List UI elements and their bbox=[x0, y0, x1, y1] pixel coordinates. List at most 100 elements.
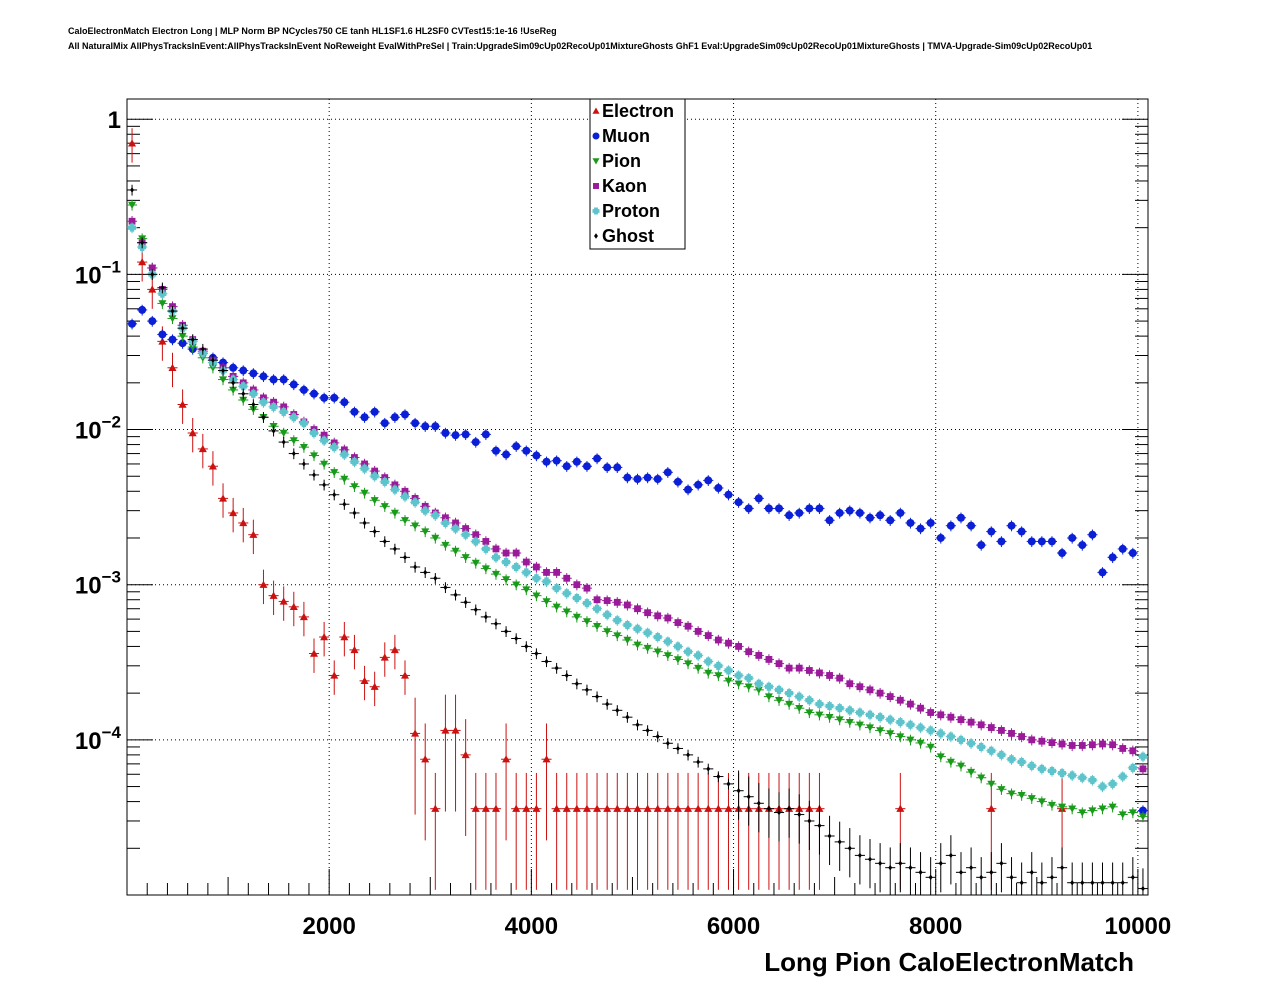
proton-point bbox=[743, 672, 754, 684]
proton-marker bbox=[906, 720, 915, 729]
muon-marker bbox=[663, 468, 672, 477]
pion-marker bbox=[1108, 803, 1117, 811]
pion-marker bbox=[431, 534, 440, 542]
pion-point bbox=[399, 515, 411, 526]
kaon-marker bbox=[816, 669, 823, 677]
electron-marker bbox=[623, 804, 632, 812]
ghost-marker bbox=[898, 860, 903, 867]
kaon-marker bbox=[755, 652, 763, 659]
pion-marker bbox=[340, 475, 349, 483]
muon-point bbox=[147, 315, 158, 327]
pion-marker bbox=[1017, 791, 1026, 800]
muon-marker bbox=[562, 462, 571, 471]
electron-marker bbox=[198, 444, 207, 453]
proton-marker bbox=[299, 419, 308, 428]
ghost-marker bbox=[746, 793, 751, 800]
pion-point bbox=[298, 441, 309, 453]
ghost-marker bbox=[928, 874, 933, 881]
ghost-point bbox=[541, 656, 552, 668]
ghost-point bbox=[844, 828, 855, 878]
proton-marker bbox=[158, 289, 167, 298]
legend-marker-ghost bbox=[594, 233, 598, 239]
ghost-point bbox=[804, 800, 815, 850]
muon-point bbox=[501, 449, 512, 461]
pion-marker bbox=[532, 592, 541, 600]
kaon-marker bbox=[502, 549, 510, 557]
kaon-point bbox=[1077, 740, 1088, 752]
electron-point bbox=[410, 697, 421, 815]
pion-marker bbox=[845, 718, 854, 727]
electron-point bbox=[703, 772, 714, 890]
proton-marker bbox=[259, 398, 268, 407]
pion-point bbox=[1006, 788, 1017, 800]
ghost-point bbox=[379, 536, 390, 548]
ghost-point bbox=[217, 365, 229, 377]
ghost-point bbox=[814, 805, 825, 855]
pion-marker bbox=[613, 632, 622, 640]
electron-point bbox=[288, 591, 299, 627]
kaon-marker bbox=[148, 264, 156, 272]
electron-point bbox=[379, 642, 390, 677]
ghost-marker bbox=[453, 592, 458, 598]
pion-point bbox=[561, 606, 572, 618]
pion-marker bbox=[421, 528, 430, 536]
ghost-point bbox=[895, 843, 906, 893]
ghost-point bbox=[723, 778, 734, 790]
ghost-marker bbox=[130, 187, 135, 193]
electron-marker bbox=[188, 428, 197, 437]
proton-point bbox=[662, 636, 673, 648]
kaon-marker bbox=[664, 614, 672, 622]
proton-marker bbox=[582, 599, 591, 608]
muon-point bbox=[521, 445, 532, 457]
muon-marker bbox=[330, 393, 339, 402]
ghost-point bbox=[743, 776, 754, 826]
proton-marker bbox=[643, 628, 652, 637]
ghost-marker bbox=[534, 650, 539, 657]
pion-point bbox=[986, 778, 997, 790]
muon-point bbox=[379, 417, 390, 429]
kaon-point bbox=[1046, 737, 1058, 749]
pion-marker bbox=[128, 201, 137, 209]
proton-marker bbox=[815, 700, 824, 709]
ghost-marker bbox=[524, 643, 529, 650]
muon-point bbox=[369, 406, 380, 418]
ghost-marker bbox=[433, 575, 438, 582]
ghost-point bbox=[329, 489, 340, 501]
muon-point bbox=[1026, 536, 1037, 548]
muon-marker bbox=[724, 490, 733, 499]
pion-point bbox=[1026, 793, 1037, 804]
kaon-marker bbox=[917, 704, 924, 712]
ghost-marker bbox=[494, 620, 498, 627]
kaon-point bbox=[662, 612, 673, 624]
kaon-point bbox=[875, 687, 886, 699]
pion-marker bbox=[744, 683, 753, 691]
pion-marker bbox=[916, 739, 925, 747]
electron-point bbox=[207, 451, 218, 486]
ghost-marker bbox=[1050, 874, 1054, 881]
kaon-marker bbox=[128, 217, 136, 225]
proton-point bbox=[238, 381, 249, 392]
electron-point bbox=[460, 719, 471, 837]
ghost-marker bbox=[564, 672, 569, 679]
pion-marker bbox=[1088, 807, 1097, 815]
ghost-marker bbox=[352, 510, 357, 516]
electron-point bbox=[197, 433, 208, 469]
kaon-marker bbox=[442, 514, 449, 522]
proton-marker bbox=[775, 685, 784, 694]
legend-entry-proton: Proton bbox=[592, 201, 660, 221]
proton-point bbox=[369, 471, 380, 482]
electron-marker bbox=[633, 804, 642, 812]
pion-marker bbox=[471, 559, 480, 567]
kaon-point bbox=[1137, 763, 1148, 775]
ghost-point bbox=[672, 743, 683, 755]
electron-point bbox=[561, 772, 572, 890]
muon-marker bbox=[249, 369, 258, 378]
ghost-marker bbox=[857, 852, 862, 859]
pion-marker bbox=[835, 716, 844, 724]
pion-marker bbox=[764, 693, 773, 701]
electron-marker bbox=[208, 462, 217, 470]
pion-marker bbox=[714, 672, 723, 680]
electron-point bbox=[430, 772, 441, 890]
ghost-point bbox=[359, 517, 370, 529]
muon-marker bbox=[1138, 806, 1147, 815]
